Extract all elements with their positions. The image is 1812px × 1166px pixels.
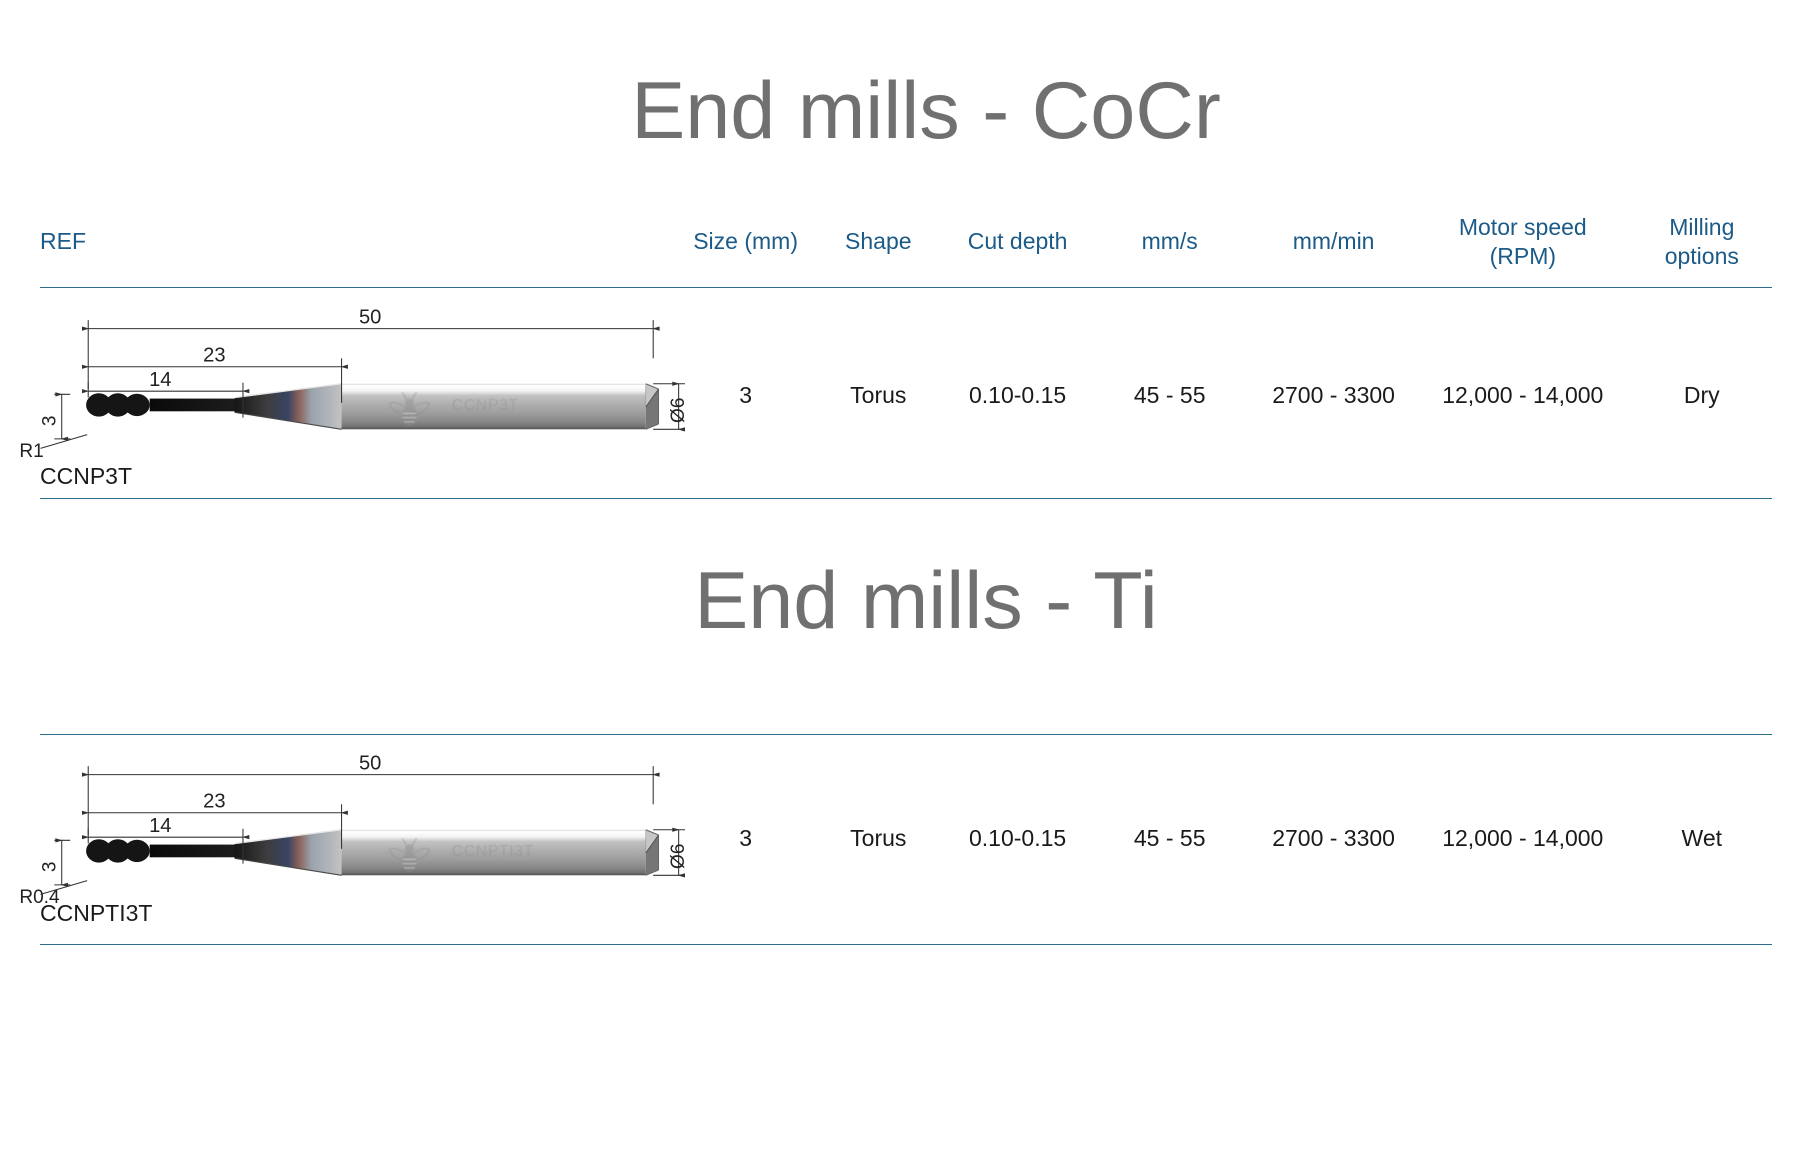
svg-text:14: 14 [149,369,171,391]
svg-text:CCNPTI3T: CCNPTI3T [452,843,534,860]
svg-text:CCNP3T: CCNP3T [452,397,519,414]
svg-text:14: 14 [149,815,171,837]
svg-text:R1: R1 [19,441,43,462]
svg-text:3: 3 [39,416,60,427]
svg-text:50: 50 [359,752,381,774]
svg-text:23: 23 [203,790,225,812]
svg-text:50: 50 [359,306,381,328]
svg-text:3: 3 [39,862,60,873]
svg-text:23: 23 [203,344,225,366]
